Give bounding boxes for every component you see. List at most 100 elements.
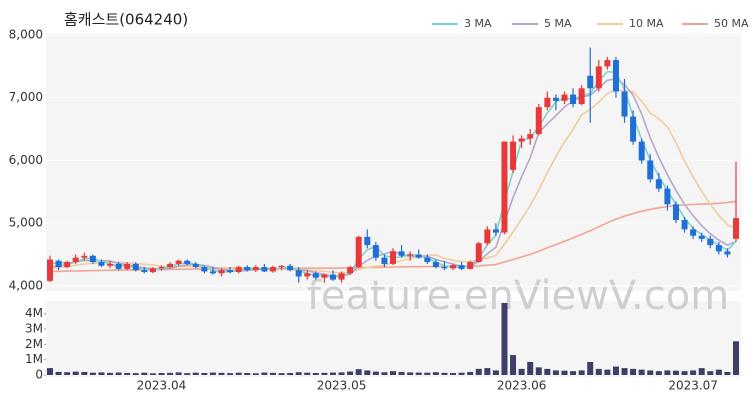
volume-bar: [252, 373, 259, 375]
candle-body: [338, 273, 345, 280]
volume-bar: [707, 371, 714, 375]
volume-bar: [604, 369, 611, 375]
candle-body: [390, 251, 396, 264]
candle-body: [535, 107, 542, 135]
candle-body: [527, 134, 534, 139]
volume-bar: [295, 372, 302, 375]
candle-body: [107, 263, 114, 266]
candle-body: [733, 218, 739, 239]
volume-bar: [244, 373, 251, 375]
volume-bar: [561, 370, 568, 375]
volume-bar: [261, 372, 268, 375]
volume-bar: [501, 303, 508, 375]
volume-bar: [484, 368, 491, 375]
volume-bar: [450, 373, 457, 375]
candle-body: [269, 267, 276, 272]
candle-body: [355, 236, 362, 268]
legend-label: 50 MA: [714, 17, 749, 30]
volume-bar: [372, 371, 379, 375]
volume-panel: [46, 301, 741, 377]
candle-body: [724, 251, 731, 255]
volume-bar: [690, 370, 697, 375]
candle-body: [209, 271, 216, 274]
volume-bar: [355, 369, 362, 375]
candle-body: [167, 263, 174, 268]
volume-bar: [235, 372, 242, 375]
volume-bar: [72, 371, 79, 375]
volume-bar: [552, 370, 559, 375]
volume-bar: [149, 373, 156, 375]
candle-body: [638, 141, 645, 161]
volume-bar: [312, 373, 319, 375]
volume-bar: [209, 372, 216, 375]
volume-bar: [595, 368, 602, 375]
volume-bar: [329, 372, 336, 375]
volume-bar: [715, 369, 722, 375]
candle-body: [55, 260, 62, 268]
volume-tick-label: 4M: [25, 306, 43, 320]
volume-bar: [107, 372, 114, 375]
candle-body: [698, 235, 705, 239]
candle-body: [441, 267, 448, 269]
volume-bar: [218, 372, 225, 375]
volume-bar: [518, 368, 525, 375]
candle-body: [621, 91, 628, 117]
candle-body: [149, 268, 156, 273]
candle-body: [347, 267, 354, 274]
candle-body: [278, 265, 285, 268]
candle-body: [235, 267, 242, 273]
candle-body: [450, 265, 457, 269]
volume-bar: [570, 371, 577, 375]
volume-bar: [347, 371, 354, 375]
x-tick-label: 2023.04: [137, 379, 187, 393]
watermark: feature.enViewV.com: [307, 273, 729, 319]
volume-bar: [424, 372, 431, 375]
candle-body: [218, 270, 225, 274]
volume-bar: [475, 368, 482, 375]
volume-bar: [621, 368, 628, 375]
candle-body: [510, 141, 517, 170]
candle-body: [115, 263, 122, 269]
candle-body: [578, 88, 585, 104]
candle-body: [201, 267, 208, 272]
volume-bar: [381, 372, 388, 375]
candle-body: [175, 260, 182, 264]
volume-bar: [98, 372, 105, 375]
candle-body: [81, 255, 88, 258]
candle-body: [407, 254, 414, 256]
legend-label: 3 MA: [464, 17, 492, 30]
volume-bar: [681, 371, 688, 375]
volume-tick-label: 0: [35, 368, 43, 382]
volume-bar: [124, 373, 131, 375]
candle-body: [672, 204, 679, 221]
volume-bar: [269, 372, 276, 375]
volume-tick-label: 1M: [25, 352, 43, 366]
candle-body: [518, 138, 525, 142]
volume-bar: [578, 370, 585, 375]
volume-bar: [612, 366, 619, 375]
volume-bar: [655, 371, 662, 375]
volume-bar: [278, 373, 285, 375]
candle-body: [475, 243, 482, 263]
candle-body: [467, 262, 474, 269]
legend: 3 MA 5 MA 10 MA 50 MA: [432, 17, 749, 30]
y-tick-label: 4,000: [9, 278, 43, 292]
candle-body: [664, 188, 671, 205]
volume-bar: [364, 370, 371, 375]
x-tick-label: 2023.06: [497, 379, 547, 393]
candle-body: [561, 94, 568, 101]
volume-tick-label: 3M: [25, 322, 43, 336]
candle-body: [707, 238, 714, 246]
volume-bar: [167, 372, 174, 375]
candle-body: [312, 273, 319, 278]
volume-bar: [407, 372, 414, 375]
candle-body: [132, 263, 139, 271]
volume-bar: [733, 341, 739, 375]
volume-bar: [664, 370, 671, 375]
volume-bar: [141, 372, 148, 375]
volume-bar: [184, 373, 191, 375]
candle-body: [595, 66, 602, 89]
volume-bar: [432, 372, 439, 375]
volume-bar: [672, 370, 679, 375]
candle-body: [192, 263, 199, 268]
